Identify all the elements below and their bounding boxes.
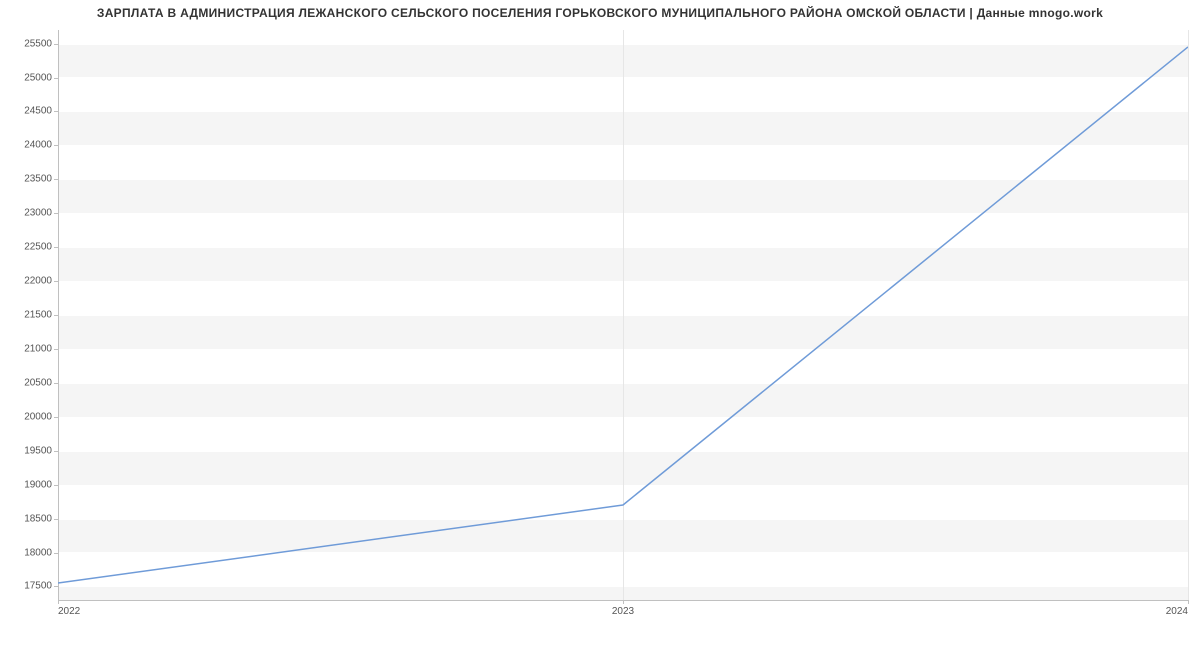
y-tick-label: 22000 [14,276,52,287]
y-tick-label: 24500 [14,106,52,117]
y-tick-label: 19500 [14,445,52,456]
v-gridline [1188,30,1189,600]
y-tick-label: 20500 [14,377,52,388]
y-tick-label: 17500 [14,581,52,592]
y-tick-label: 23000 [14,208,52,219]
chart-title: ЗАРПЛАТА В АДМИНИСТРАЦИЯ ЛЕЖАНСКОГО СЕЛЬ… [0,6,1200,20]
x-tick [623,600,624,604]
y-tick-label: 23500 [14,174,52,185]
plot-area: 1750018000185001900019500200002050021000… [58,30,1188,600]
y-tick-label: 20000 [14,411,52,422]
x-tick-label: 2022 [58,606,80,617]
y-tick-label: 18000 [14,547,52,558]
y-tick-label: 19000 [14,479,52,490]
y-tick-label: 21000 [14,343,52,354]
y-tick-label: 22500 [14,242,52,253]
x-tick-label: 2024 [1166,606,1188,617]
x-tick [58,600,59,604]
series-line [58,30,1188,600]
y-tick-label: 21500 [14,310,52,321]
chart-container: ЗАРПЛАТА В АДМИНИСТРАЦИЯ ЛЕЖАНСКОГО СЕЛЬ… [0,0,1200,650]
y-tick-label: 24000 [14,140,52,151]
x-tick [1188,600,1189,604]
y-tick-label: 25000 [14,72,52,83]
y-tick-label: 18500 [14,513,52,524]
x-tick-label: 2023 [612,606,634,617]
y-tick-label: 25500 [14,38,52,49]
